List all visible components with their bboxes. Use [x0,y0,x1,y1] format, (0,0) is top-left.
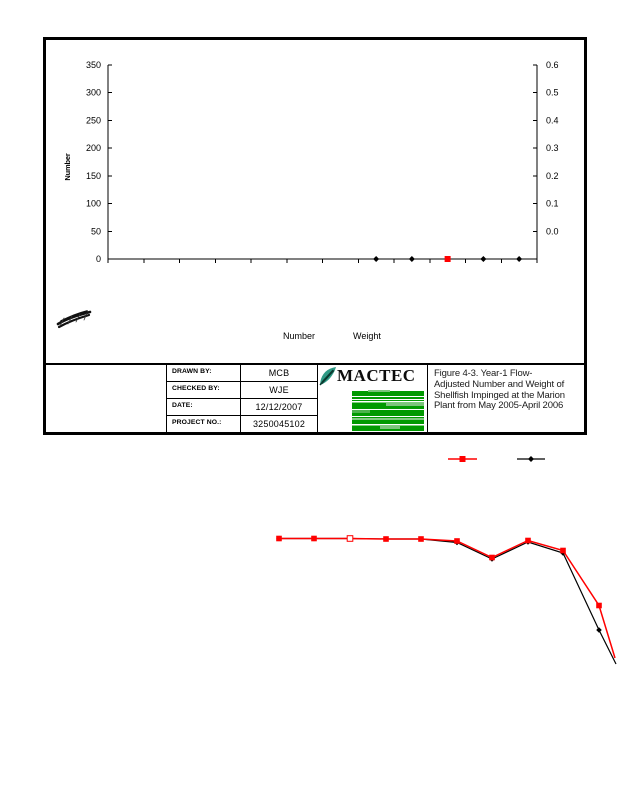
y-axis-title: Number [63,147,73,187]
mactec-logo-text: MACTEC [337,366,427,386]
drawn-by-value: MCB [241,365,317,381]
table-row: CHECKED BY: WJE [167,382,317,399]
legend-label-weight: Weight [353,331,381,341]
bottom-chart-lines [276,536,616,664]
bottom-legend-markers [448,456,545,462]
title-block-table: DRAWN BY: MCB CHECKED BY: WJE DATE: 12/1… [166,365,318,432]
drawn-by-label: DRAWN BY: [167,365,241,381]
checked-by-value: WJE [241,382,317,398]
project-no-value: 3250045102 [241,416,317,432]
mactec-leaf-icon [319,366,337,386]
title-block-divider [427,365,428,432]
legend-label-number: Number [283,331,315,341]
figure-caption: Figure 4-3. Year-1 Flow- Adjusted Number… [434,369,586,412]
caption-line: Adjusted Number and Weight of [434,380,586,391]
project-no-label: PROJECT NO.: [167,416,241,432]
logo-green-bars [352,390,424,431]
caption-line: Plant from May 2005-April 2006 [434,401,586,412]
checked-by-label: CHECKED BY: [167,382,241,398]
table-row: DATE: 12/12/2007 [167,399,317,416]
date-label: DATE: [167,399,241,415]
table-row: DRAWN BY: MCB [167,365,317,382]
table-row: PROJECT NO.: 3250045102 [167,416,317,432]
report-page: 3503002502001501005000.60.50.40.30.20.10… [0,0,618,800]
date-value: 12/12/2007 [241,399,317,415]
